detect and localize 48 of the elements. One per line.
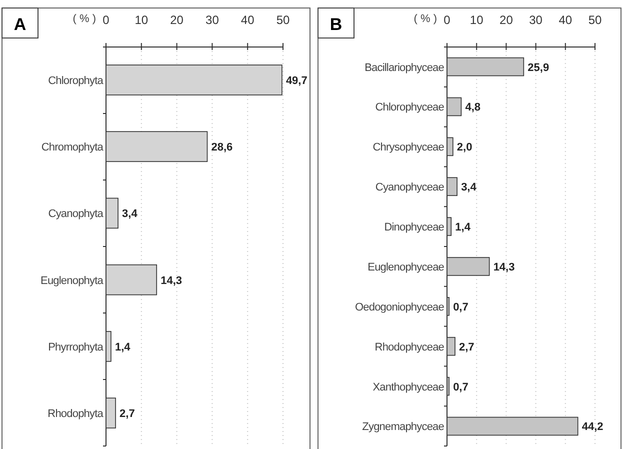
data-label: 2,7 [458, 341, 474, 354]
x-tick-label: 0 [444, 13, 451, 27]
y-tick-label: Oedogoniophyceae [354, 301, 444, 314]
y-tick-label: Zygnemaphyceae [362, 421, 444, 434]
data-label: 44,2 [582, 421, 604, 434]
data-label: 4,8 [465, 102, 481, 114]
data-label: 25,9 [528, 62, 550, 74]
data-label: 0,7 [453, 301, 468, 314]
data-label: 0,7 [453, 381, 468, 394]
x-tick-label: 40 [558, 13, 572, 27]
x-tick-label: 50 [588, 13, 602, 27]
x-tick-label: 40 [240, 13, 255, 27]
x-tick-label: 20 [170, 13, 184, 27]
x-tick-label: 30 [206, 13, 220, 27]
x-axis-title: ( % ) [414, 13, 437, 25]
y-tick-label: Xanthophyceae [372, 381, 444, 394]
x-tick-label: 10 [470, 13, 484, 27]
x-tick-label: 20 [500, 13, 514, 27]
x-tick-label: 10 [134, 13, 148, 27]
data-label: 3,4 [461, 182, 478, 194]
data-label: 3,4 [122, 208, 138, 220]
y-tick-label: Cyanophyceae [375, 182, 444, 194]
y-tick-label: Chlorophyta [48, 74, 104, 87]
y-tick-label: Bacillariophyceae [364, 62, 444, 74]
y-tick-label: Cyanophyta [48, 208, 104, 220]
chart-title: B [330, 15, 342, 34]
y-tick-label: Chlorophyceae [375, 102, 444, 114]
x-tick-label: 50 [276, 13, 290, 27]
y-tick-label: Rhodophyta [48, 408, 104, 420]
x-tick-label: 0 [102, 13, 110, 27]
data-label: 14,3 [160, 274, 182, 287]
data-label: 2,7 [120, 408, 135, 420]
y-tick-label: Euglenophyta [40, 274, 104, 287]
x-tick-label: 30 [529, 13, 543, 27]
data-label: 1,4 [114, 341, 132, 354]
y-tick-label: Chrysophyceae [372, 142, 444, 154]
y-tick-label: Phyrrophyta [48, 341, 104, 354]
y-tick-label: Chromophyta [41, 142, 104, 154]
y-tick-label: Dinophyceae [384, 222, 444, 234]
data-label: 49,7 [286, 74, 308, 87]
y-tick-label: Rhodophyceae [374, 341, 444, 354]
data-label: 14,3 [493, 261, 515, 274]
chart-title: A [14, 15, 26, 34]
y-tick-label: Euglenophyceae [368, 261, 444, 274]
data-label: 1,4 [455, 222, 472, 234]
data-label: 2,0 [456, 142, 472, 154]
x-axis-title: ( % ) [72, 13, 96, 25]
data-label: 28,6 [211, 142, 233, 154]
